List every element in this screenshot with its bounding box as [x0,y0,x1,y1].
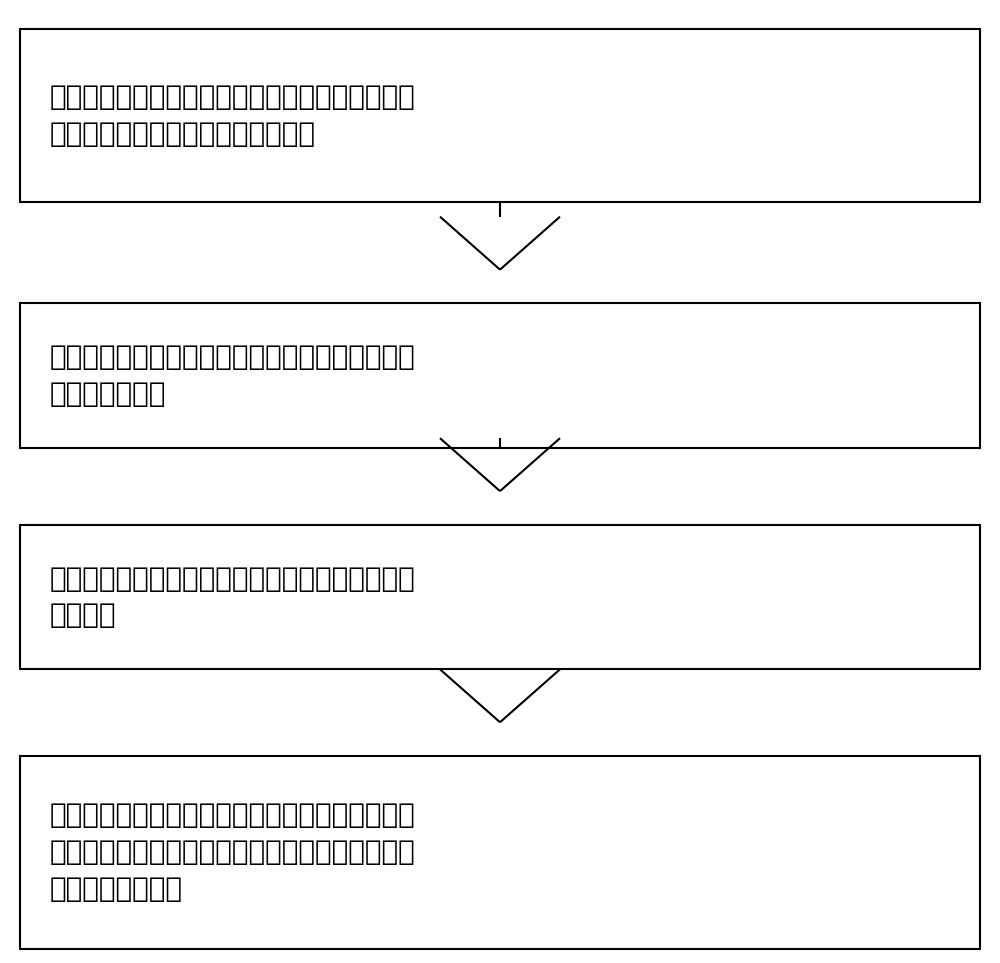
Text: 步骤二：接着通过转运机构将固定好的定子运送到
打磨机构下方；: 步骤二：接着通过转运机构将固定好的定子运送到 打磨机构下方； [50,343,416,408]
Bar [20,756,980,949]
Text: 步骤一：首先将需要进行打磨的电机定子通过定位
切割机构进行定位安装在此装置中；: 步骤一：首先将需要进行打磨的电机定子通过定位 切割机构进行定位安装在此装置中； [50,83,416,148]
Text: 步骤三：然后通过打磨机构将定子端面金属毛刺进
行打磨；: 步骤三：然后通过打磨机构将定子端面金属毛刺进 行打磨； [50,564,416,630]
Bar [20,303,980,448]
Bar [20,525,980,669]
Bar [20,29,980,202]
Text: 步骤四：最后通过检测来确定是否打磨完成，打磨
完成则进行下一个打磨，打磨未完成则继续打磨直
至打磨完成为止。: 步骤四：最后通过检测来确定是否打磨完成，打磨 完成则进行下一个打磨，打磨未完成则… [50,801,416,903]
